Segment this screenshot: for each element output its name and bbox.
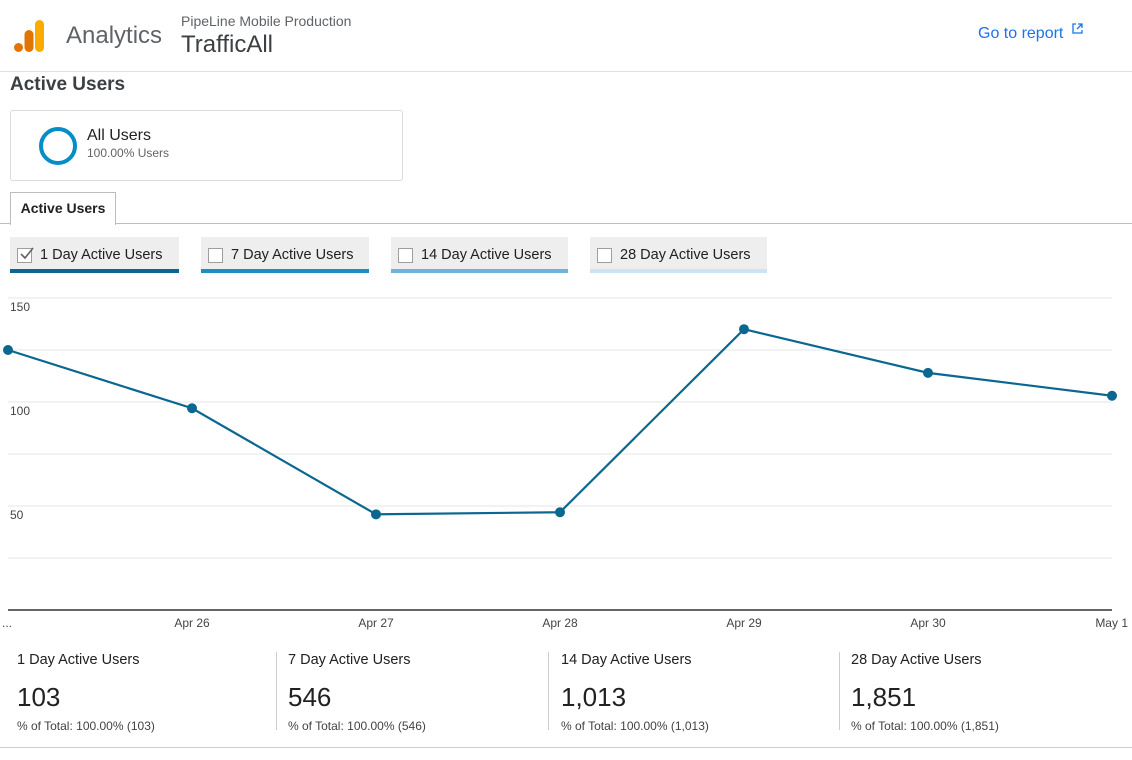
metric-toggle-14-day[interactable]: 14 Day Active Users: [391, 237, 568, 273]
summary-label: 7 Day Active Users: [288, 652, 411, 668]
x-tick-label: Apr 29: [726, 616, 762, 630]
checkbox-checked-icon[interactable]: [17, 247, 34, 263]
summary-7-day: 7 Day Active Users 546 % of Total: 100.0…: [288, 650, 426, 733]
y-tick-label: 100: [10, 404, 30, 418]
summary-value: 546: [288, 682, 332, 712]
summary-divider: [839, 652, 840, 730]
header: Analytics PipeLine Mobile Production Tra…: [0, 0, 1132, 72]
checkbox-icon[interactable]: [208, 247, 223, 263]
product-name: Analytics: [66, 22, 163, 49]
summary-label: 28 Day Active Users: [851, 652, 982, 668]
data-point: [739, 324, 749, 335]
summary-bottom-border: [0, 747, 1132, 748]
metric-label: 28 Day Active Users: [620, 247, 751, 263]
data-point: [923, 367, 933, 378]
metric-color-bar: [590, 269, 767, 273]
metric-toggle-7-day[interactable]: 7 Day Active Users: [201, 237, 369, 273]
view-name[interactable]: TrafficAll: [181, 31, 274, 58]
metric-toggle-1-day[interactable]: 1 Day Active Users: [10, 237, 179, 273]
tab-active-users[interactable]: Active Users: [10, 192, 116, 225]
metric-label: 14 Day Active Users: [421, 247, 552, 263]
metric-color-bar: [391, 269, 568, 273]
segment-ring-icon: [39, 127, 77, 165]
x-tick-label: May 1: [1095, 616, 1128, 630]
line-chart: 150 100 50... Apr 26 Apr 27 Apr 28 Apr 29 Apr 3…: [2, 297, 1128, 630]
series-line: [7, 327, 1113, 516]
summary-divider: [548, 652, 549, 730]
summary-percent: % of Total: 100.00% (1,013): [561, 719, 709, 733]
data-point: [1107, 390, 1117, 401]
summary-value: 1,851: [851, 682, 917, 712]
data-point: [3, 345, 13, 355]
segment-card[interactable]: All Users 100.00% Users: [10, 110, 403, 181]
summary-value: 103: [17, 682, 61, 712]
x-tick-label: Apr 30: [910, 616, 946, 630]
summary-1-day: 1 Day Active Users 103 % of Total: 100.0…: [17, 650, 155, 733]
data-point: [555, 507, 565, 518]
page-title: Active Users: [10, 74, 126, 95]
summary-28-day: 28 Day Active Users 1,851 % of Total: 10…: [851, 650, 999, 733]
y-tick-label: 50: [10, 508, 24, 522]
summary-value: 1,013: [561, 682, 627, 712]
metric-label: 1 Day Active Users: [40, 247, 163, 263]
analytics-logo-icon: [14, 20, 44, 52]
data-point: [187, 403, 197, 414]
go-to-report-label: Go to report: [978, 25, 1064, 42]
x-tick-label: Apr 28: [542, 616, 578, 630]
x-tick-label: ...: [2, 616, 12, 630]
summary-percent: % of Total: 100.00% (546): [288, 719, 426, 733]
summary-14-day: 14 Day Active Users 1,013 % of Total: 10…: [561, 650, 709, 733]
go-to-report-link[interactable]: Go to report: [978, 23, 1084, 43]
summary-percent: % of Total: 100.00% (1,851): [851, 719, 999, 733]
metric-toggle-28-day[interactable]: 28 Day Active Users: [590, 237, 767, 273]
summary-label: 1 Day Active Users: [17, 652, 140, 668]
account-name: PipeLine Mobile Production: [181, 13, 352, 29]
segment-name: All Users: [87, 127, 152, 144]
tab-divider: [0, 223, 1132, 224]
data-point: [371, 509, 381, 520]
y-tick-label: 150: [10, 300, 30, 314]
summary-label: 14 Day Active Users: [561, 652, 692, 668]
external-link-icon: [1072, 23, 1084, 34]
checkbox-icon[interactable]: [398, 247, 413, 263]
metric-color-bar: [10, 269, 179, 273]
segment-percent: 100.00% Users: [87, 146, 170, 160]
summary-divider: [276, 652, 277, 730]
x-tick-label: Apr 26: [174, 616, 210, 630]
metric-label: 7 Day Active Users: [231, 247, 354, 263]
metric-color-bar: [201, 269, 369, 273]
x-tick-label: Apr 27: [358, 616, 394, 630]
checkbox-icon[interactable]: [597, 247, 612, 263]
summary-percent: % of Total: 100.00% (103): [17, 719, 155, 733]
